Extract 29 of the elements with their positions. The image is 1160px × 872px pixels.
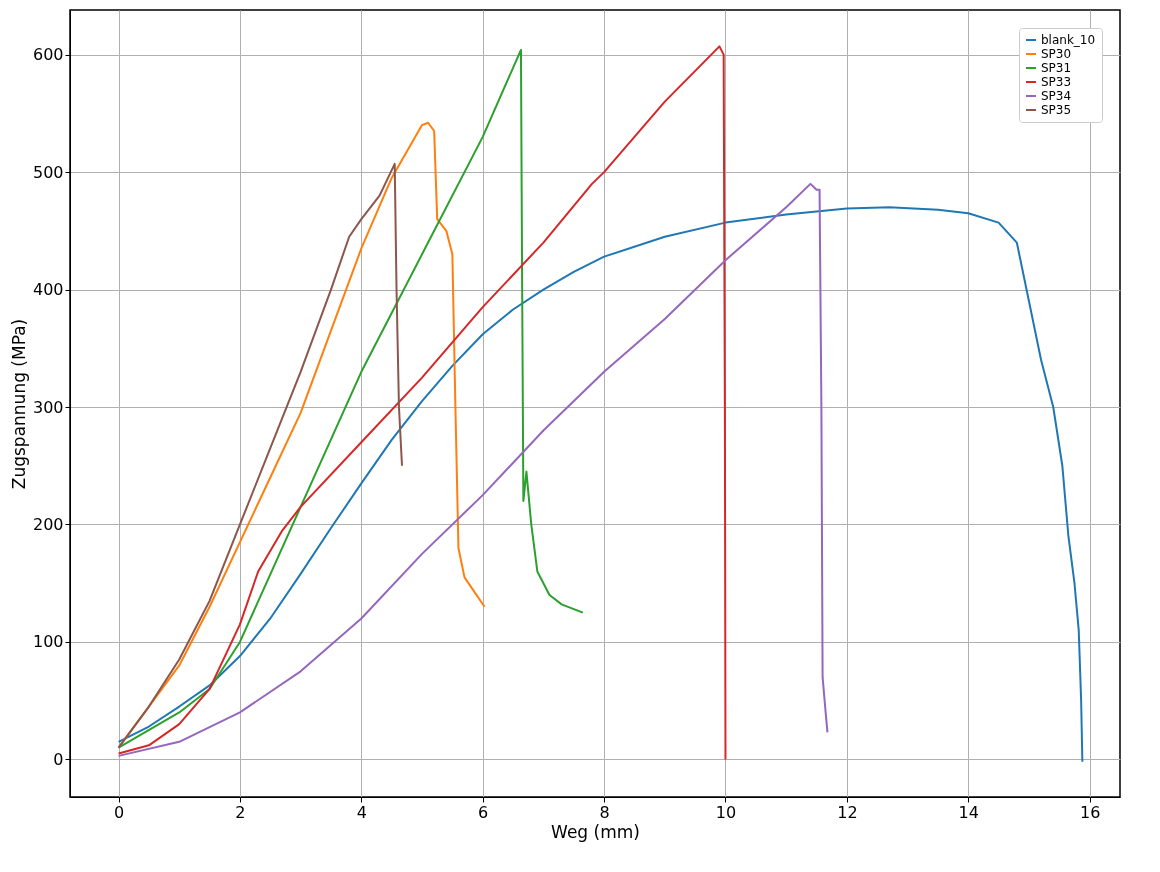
x-tick-label: 10 — [715, 802, 737, 822]
x-axis-title: Weg (mm) — [551, 821, 640, 842]
x-tick-label: 6 — [478, 802, 489, 822]
y-tick-label: 100 — [32, 632, 64, 652]
legend-label: SP30 — [1041, 47, 1072, 61]
x-tick-label: 14 — [958, 802, 979, 822]
legend-label: SP33 — [1041, 75, 1072, 89]
y-tick-label: 200 — [32, 514, 64, 534]
x-tick-label: 4 — [356, 802, 367, 822]
y-tick-label: 600 — [32, 45, 64, 65]
y-tick-label: 400 — [32, 280, 64, 300]
legend-label: SP34 — [1041, 89, 1072, 103]
x-tick-label: 12 — [837, 802, 858, 822]
legend-label: SP31 — [1041, 61, 1072, 75]
x-tick-label: 8 — [599, 802, 610, 822]
y-tick-label: 500 — [32, 162, 64, 182]
x-tick-label: 16 — [1079, 802, 1101, 822]
x-tick-label: 0 — [113, 802, 125, 822]
line-series — [117, 45, 727, 761]
x-tick-label: 2 — [235, 802, 246, 822]
y-tick-label: 0 — [53, 749, 64, 769]
legend-label: blank_10 — [1041, 33, 1096, 47]
line-series — [117, 162, 403, 749]
line-series — [117, 182, 829, 757]
y-axis-title: Zugspannung (MPa) — [8, 318, 29, 490]
line-series — [117, 48, 584, 749]
y-tick-label: 300 — [32, 397, 64, 417]
line-series — [117, 206, 1084, 763]
legend-label: SP35 — [1041, 103, 1072, 117]
